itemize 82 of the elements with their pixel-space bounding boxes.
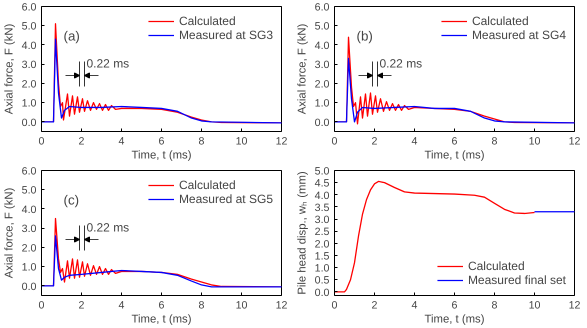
x-tick-label: 10 <box>528 300 540 312</box>
y-tick-label: 6.0 <box>22 2 37 14</box>
legend-label: Measured at SG3 <box>178 28 273 42</box>
y-tick-label: 4.0 <box>22 40 37 52</box>
x-tick-label: 0 <box>38 300 45 312</box>
x-tick-label: 0 <box>332 300 338 312</box>
legend-label: Calculated <box>178 178 236 192</box>
x-axis-title: Time, t (ms) <box>424 150 485 162</box>
y-tick-label: 4.0 <box>314 190 330 202</box>
legend-label: Calculated <box>468 259 525 273</box>
y-tick-label: 4.0 <box>22 204 37 216</box>
y-tick-label: 1.0 <box>22 262 37 274</box>
y-tick-label: 1.5 <box>314 250 330 262</box>
legend-label: Calculated <box>178 14 236 28</box>
x-tick-label: 6 <box>158 300 165 312</box>
x-axis-title: Time, t (ms) <box>132 314 192 326</box>
y-tick-label: 2.5 <box>314 226 330 238</box>
y-axis-title: Pile head disp., wₕ (mm) <box>296 171 309 295</box>
y-tick-label: 2.0 <box>22 242 37 254</box>
x-tick-label: 2 <box>78 136 85 148</box>
y-tick-label: 3.0 <box>22 59 37 72</box>
x-tick-label: 2 <box>372 136 378 148</box>
y-tick-label: 6.0 <box>314 2 330 14</box>
x-tick-label: 0 <box>332 136 338 148</box>
x-tick-label: 6 <box>452 300 458 312</box>
y-tick-label: 5.0 <box>314 20 330 33</box>
x-tick-label: 4 <box>412 300 418 312</box>
y-axis-title: Axial force, F (kN) <box>4 23 16 114</box>
y-axis-title: Axial force, F (kN) <box>296 23 309 114</box>
y-tick-label: 4.5 <box>314 178 330 190</box>
x-tick-label: 2 <box>372 300 378 312</box>
legend-label: Measured at SG5 <box>178 192 273 206</box>
y-tick-label: 3.0 <box>22 223 37 236</box>
legend-label: Measured final set <box>468 273 566 287</box>
annotation: (c) <box>64 192 80 208</box>
x-tick-label: 8 <box>198 300 205 312</box>
y-tick-label: 1.0 <box>314 262 330 275</box>
x-axis-title: Time, t (ms) <box>132 150 192 162</box>
y-axis-title: Axial force, F (kN) <box>4 187 16 278</box>
x-tick-label: 4 <box>118 300 125 312</box>
x-tick-label: 12 <box>568 300 580 312</box>
x-tick-label: 6 <box>452 136 458 148</box>
x-axis-title: Time, t (ms) <box>424 314 485 326</box>
y-tick-label: 1.0 <box>314 98 330 110</box>
x-tick-label: 10 <box>528 136 540 148</box>
x-tick-label: 4 <box>412 136 418 148</box>
y-tick-label: 2.0 <box>22 78 37 90</box>
y-tick-label: 5.0 <box>22 184 37 197</box>
x-tick-label: 12 <box>276 136 288 148</box>
y-tick-label: 3.0 <box>314 214 330 226</box>
x-tick-label: 8 <box>198 136 205 148</box>
y-tick-label: 1.0 <box>22 98 37 110</box>
y-tick-label: 5.0 <box>314 166 330 178</box>
x-tick-label: 10 <box>236 136 248 148</box>
x-tick-label: 4 <box>118 136 125 148</box>
y-tick-label: 0.0 <box>314 286 330 299</box>
y-tick-label: 3.5 <box>314 202 330 214</box>
annotation: 0.22 ms <box>86 220 130 234</box>
x-tick-label: 8 <box>492 136 498 148</box>
x-tick-label: 0 <box>38 136 45 148</box>
y-tick-label: 5.0 <box>22 20 37 33</box>
y-tick-label: 4.0 <box>314 40 330 52</box>
x-tick-label: 10 <box>236 300 248 312</box>
legend-label: Measured at SG4 <box>472 28 566 42</box>
y-tick-label: 2.0 <box>314 238 330 250</box>
y-tick-label: 3.0 <box>314 59 330 72</box>
x-tick-label: 12 <box>276 300 288 312</box>
x-tick-label: 6 <box>158 136 165 148</box>
x-tick-label: 2 <box>78 300 85 312</box>
legend-label: Calculated <box>472 14 529 28</box>
x-tick-label: 12 <box>568 136 580 148</box>
y-tick-label: 0.0 <box>314 116 330 129</box>
y-tick-label: 0.0 <box>22 280 37 293</box>
annotation: 0.22 ms <box>380 56 422 70</box>
x-tick-label: 8 <box>492 300 498 312</box>
y-tick-label: 2.0 <box>314 78 330 90</box>
y-tick-label: 0.0 <box>22 116 37 129</box>
y-tick-label: 0.5 <box>314 274 330 287</box>
annotation: 0.22 ms <box>86 56 130 70</box>
y-tick-label: 6.0 <box>22 166 37 178</box>
annotation: (a) <box>64 28 80 44</box>
annotation: (b) <box>356 28 373 44</box>
